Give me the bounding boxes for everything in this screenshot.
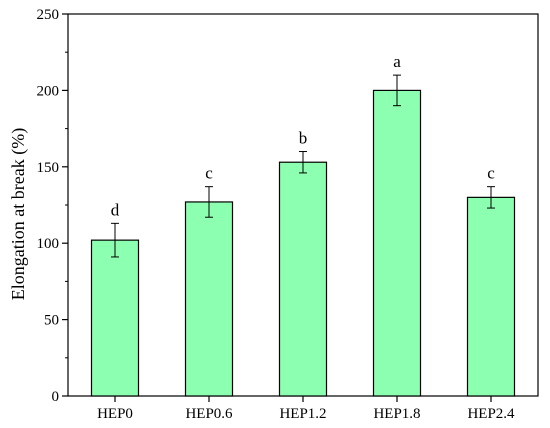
y-axis-title: Elongation at break (%) (8, 128, 29, 300)
bar (372, 89, 422, 397)
bar (184, 201, 234, 397)
significance-label: a (393, 52, 401, 71)
x-tick-label: HEP2.4 (467, 406, 515, 422)
significance-label: c (205, 164, 213, 183)
x-tick-label: HEP0.6 (185, 406, 233, 422)
y-tick-label: 200 (37, 83, 60, 99)
significance-label: b (299, 129, 308, 148)
x-tick-label: HEP1.8 (373, 406, 420, 422)
y-tick-label: 50 (44, 313, 59, 329)
bar (90, 239, 140, 397)
x-tick-label: HEP1.2 (279, 406, 326, 422)
y-tick-label: 250 (37, 7, 60, 23)
bar (466, 196, 516, 397)
plot-area: 0 50 100 150 200 250 d HEP0 c HEP0.6 b HEP1.2 a HEP1.… (37, 7, 539, 422)
y-tick-label: 100 (37, 236, 60, 252)
y-tick-label: 0 (52, 389, 60, 405)
significance-label: d (111, 200, 120, 219)
significance-label: c (487, 164, 495, 183)
bar (278, 161, 328, 397)
x-tick-label: HEP0 (97, 406, 133, 422)
y-tick-label: 150 (37, 160, 60, 176)
